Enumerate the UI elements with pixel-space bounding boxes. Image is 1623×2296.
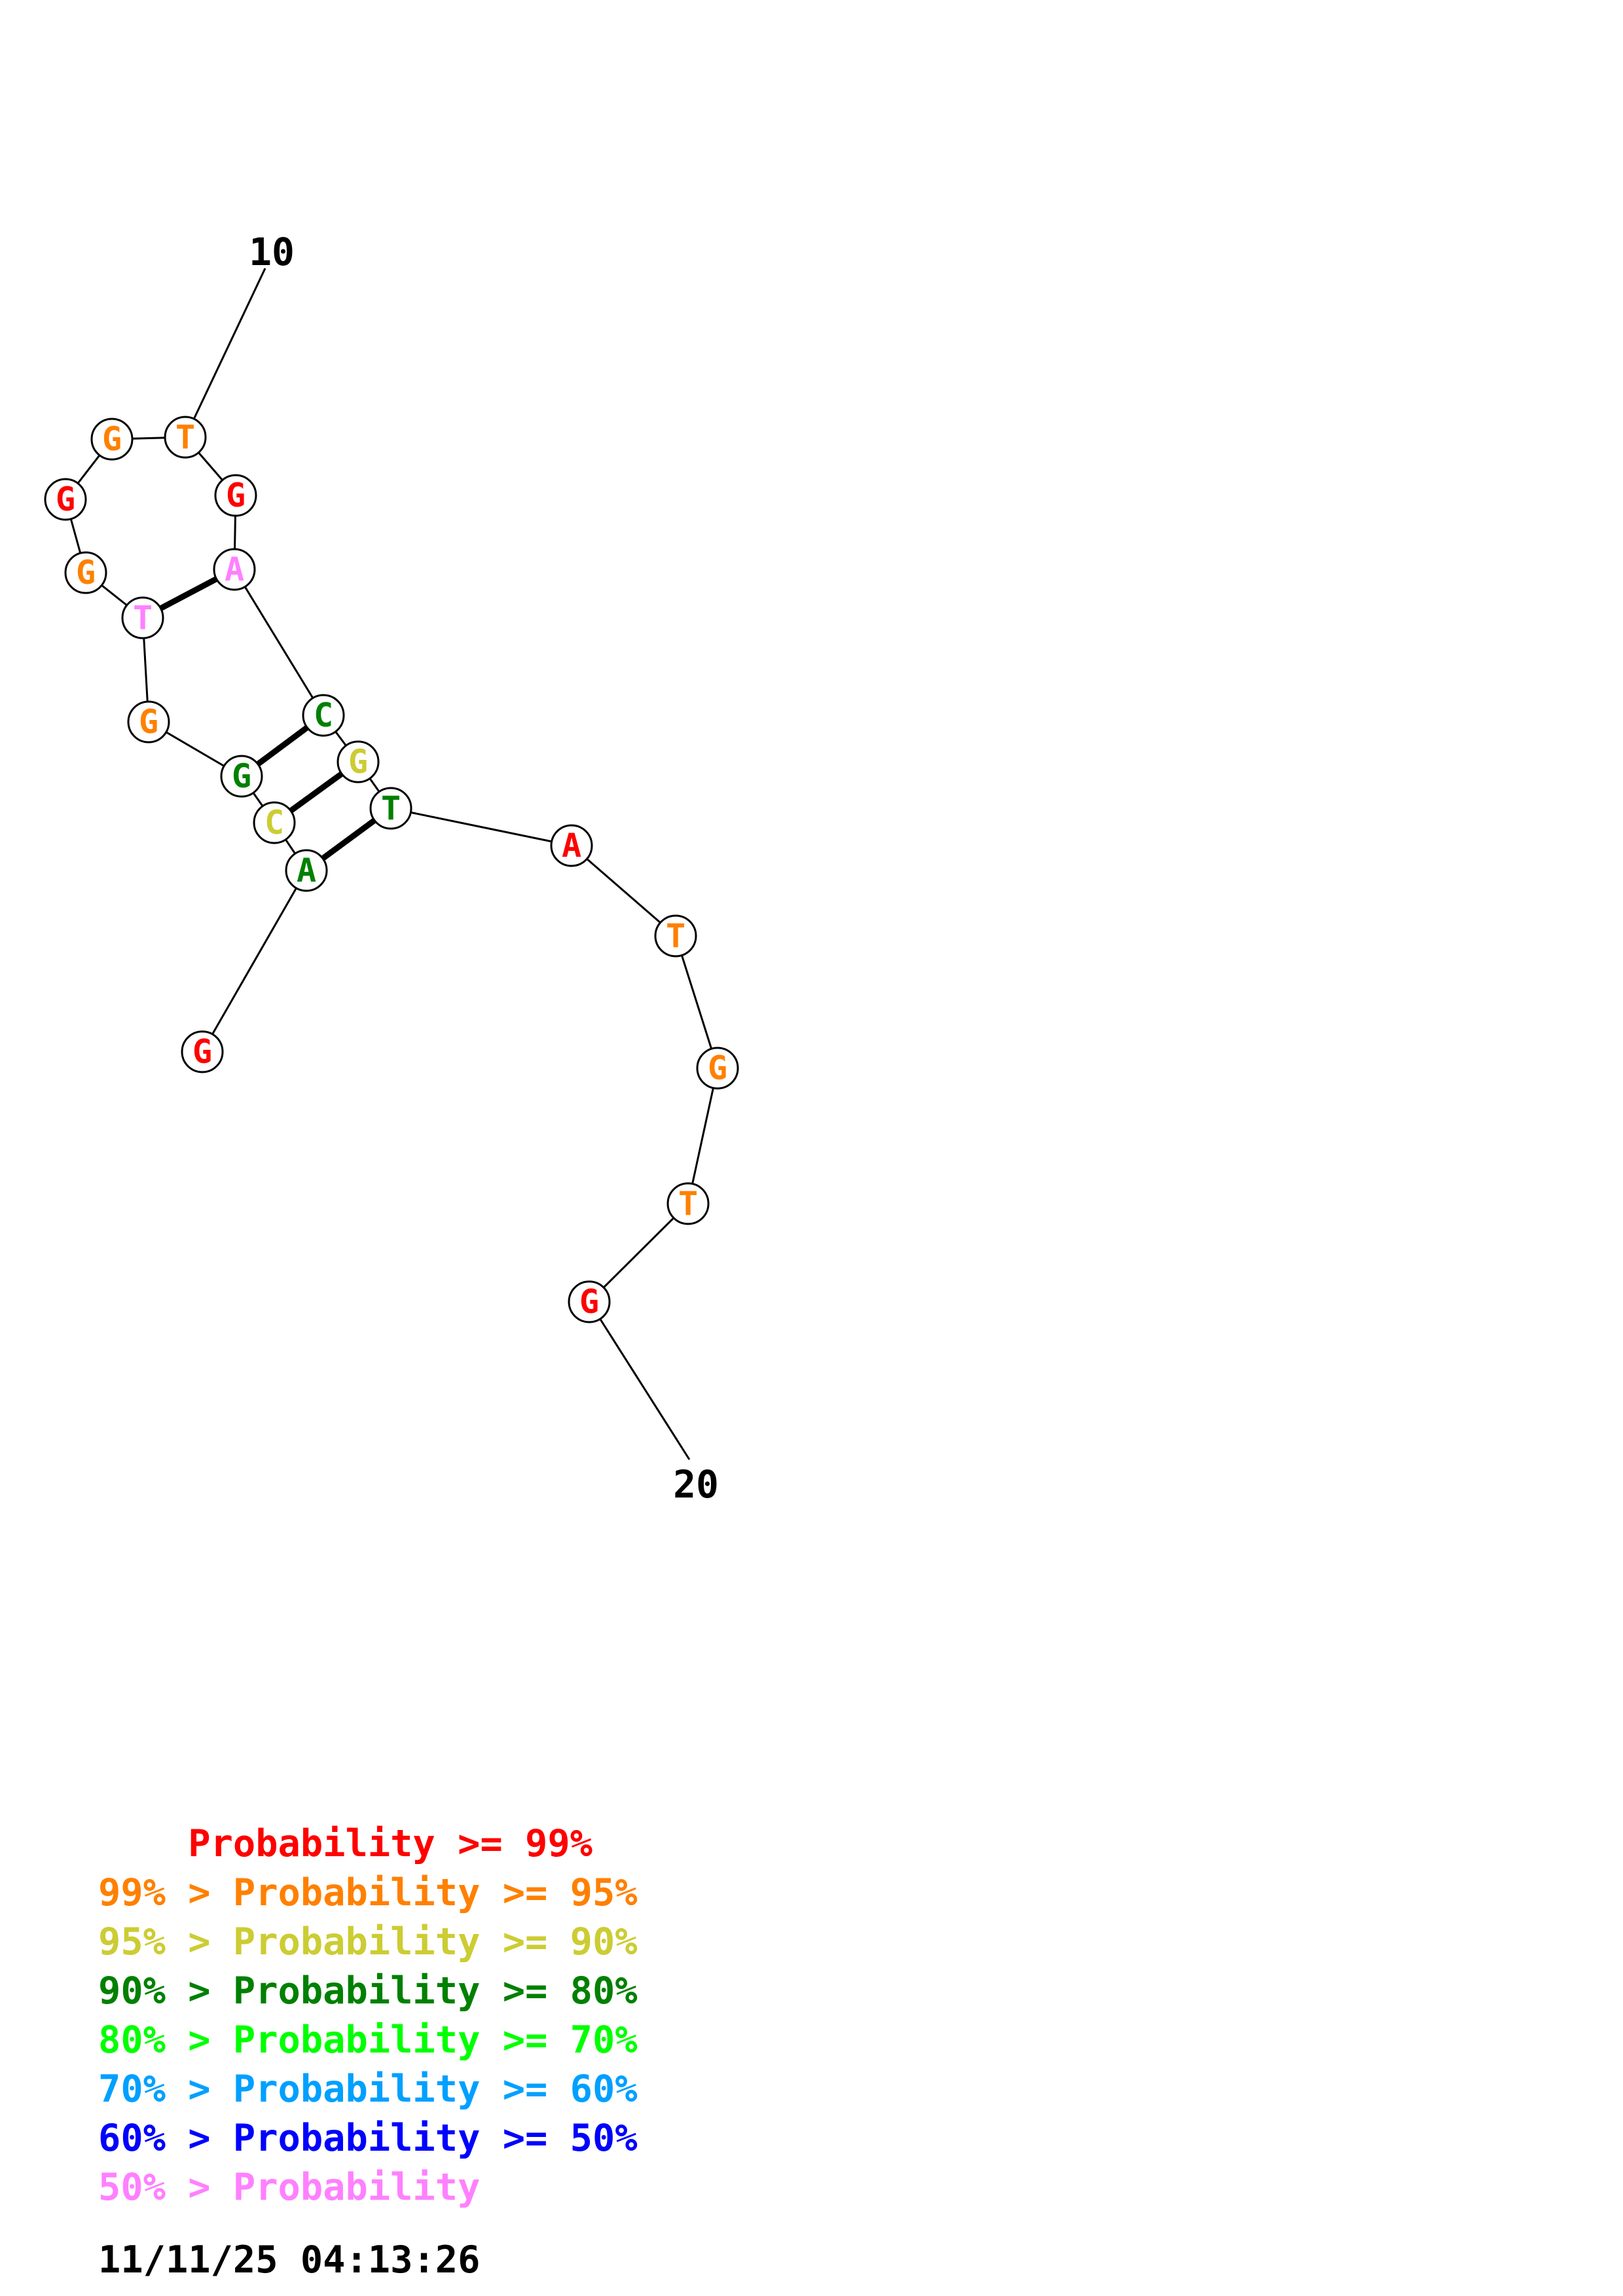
nucleotide-14: G [337,740,380,783]
nucleotide-circle [213,548,256,591]
nucleotide-circle [164,416,207,459]
backbone-segment [687,1067,719,1204]
backbone-segment [674,935,719,1069]
nucleotide-circle [220,755,263,798]
nucleotide-circle [214,474,257,517]
legend-entry: 70% > Probability >= 60% [98,2068,638,2111]
legend-entry: 80% > Probability >= 70% [98,2018,638,2062]
nucleotide-letter: T [666,917,685,955]
backbone-lines [64,268,719,1460]
nucleotide-circle [181,1030,224,1073]
nucleotide-letter: A [297,852,316,889]
nucleotide-circle [64,551,107,594]
nucleotide-circle [696,1047,739,1090]
nucleotide-letter: G [102,420,122,458]
nucleotide-5: G [127,700,170,744]
nucleotide-15: T [369,787,412,830]
backbone-segment [390,807,572,847]
nucleotide-1: G [181,1030,224,1073]
nucleotide-letter: G [579,1283,599,1321]
nucleotide-circle [285,849,328,892]
nucleotide-letter: G [708,1049,727,1087]
nucleotide-letter: T [381,789,401,827]
nucleotide-circle [666,1182,710,1225]
legend-entry: 90% > Probability >= 80% [98,1969,638,2013]
backbone-segment [588,1202,689,1303]
nucleotide-letter: G [76,554,96,592]
nucleotide-letter: G [56,480,75,518]
nucleotide-letter: G [192,1033,212,1071]
nucleotide-circle [90,418,134,461]
backbone-segment [588,1301,691,1460]
nucleotide-11: G [214,474,257,517]
nucleotide-19: T [666,1182,710,1225]
legend-entry: 99% > Probability >= 95% [98,1871,638,1914]
nucleotide-circle [121,596,164,639]
backbone-segment [233,569,325,716]
nucleotide-2: A [285,849,328,892]
nucleotide-18: G [696,1047,739,1090]
nucleotide-letter: A [562,827,581,865]
legend-entry: Probability >= 99% [98,1822,593,1865]
nucleotide-17: T [654,914,697,958]
nucleotide-letter: C [314,696,333,734]
nucleotide-letter: T [678,1185,698,1223]
nucleotide-3: C [253,801,296,844]
nucleotide-circle [654,914,697,958]
nucleotide-circle [369,787,412,830]
nucleotide-7: G [64,551,107,594]
nucleotide-6: T [121,596,164,639]
start-position-label: 10 [249,230,295,274]
nucleotide-letter: G [139,703,158,741]
nucleotide-13: C [302,694,345,737]
nucleotide-20: G [568,1280,611,1323]
nucleotide-circle [127,700,170,744]
nucleotide-12: A [213,548,256,591]
legend-entry: 60% > Probability >= 50% [98,2117,638,2160]
nucleotide-letter: A [225,550,244,588]
nucleotide-4: G [220,755,263,798]
nucleotide-circle [253,801,296,844]
nucleotide-circle [337,740,380,783]
backbone-segment [184,268,266,438]
nucleotide-10: T [164,416,207,459]
backbone-segment [571,844,676,937]
nucleotide-circle [568,1280,611,1323]
nucleotide-letter: T [175,418,195,456]
nucleotide-16: A [550,824,593,867]
nucleotide-circle [44,478,87,521]
end-position-label: 20 [673,1462,719,1507]
nucleotide-letter: T [133,599,153,637]
nucleotide-8: G [44,478,87,521]
nucleotide-letter: G [226,476,246,514]
nucleotide-circle [550,824,593,867]
backbone-segment [201,870,308,1052]
nucleotide-letter: G [232,757,251,795]
timestamp: 11/11/25 04:13:26 [98,2238,481,2282]
legend-entry: 95% > Probability >= 90% [98,1920,638,1964]
nucleotide-letter: C [264,804,284,842]
nucleotide-9: G [90,418,134,461]
legend-entry: 50% > Probability [98,2166,481,2209]
nucleotide-letter: G [348,743,368,781]
nucleotide-circle [302,694,345,737]
